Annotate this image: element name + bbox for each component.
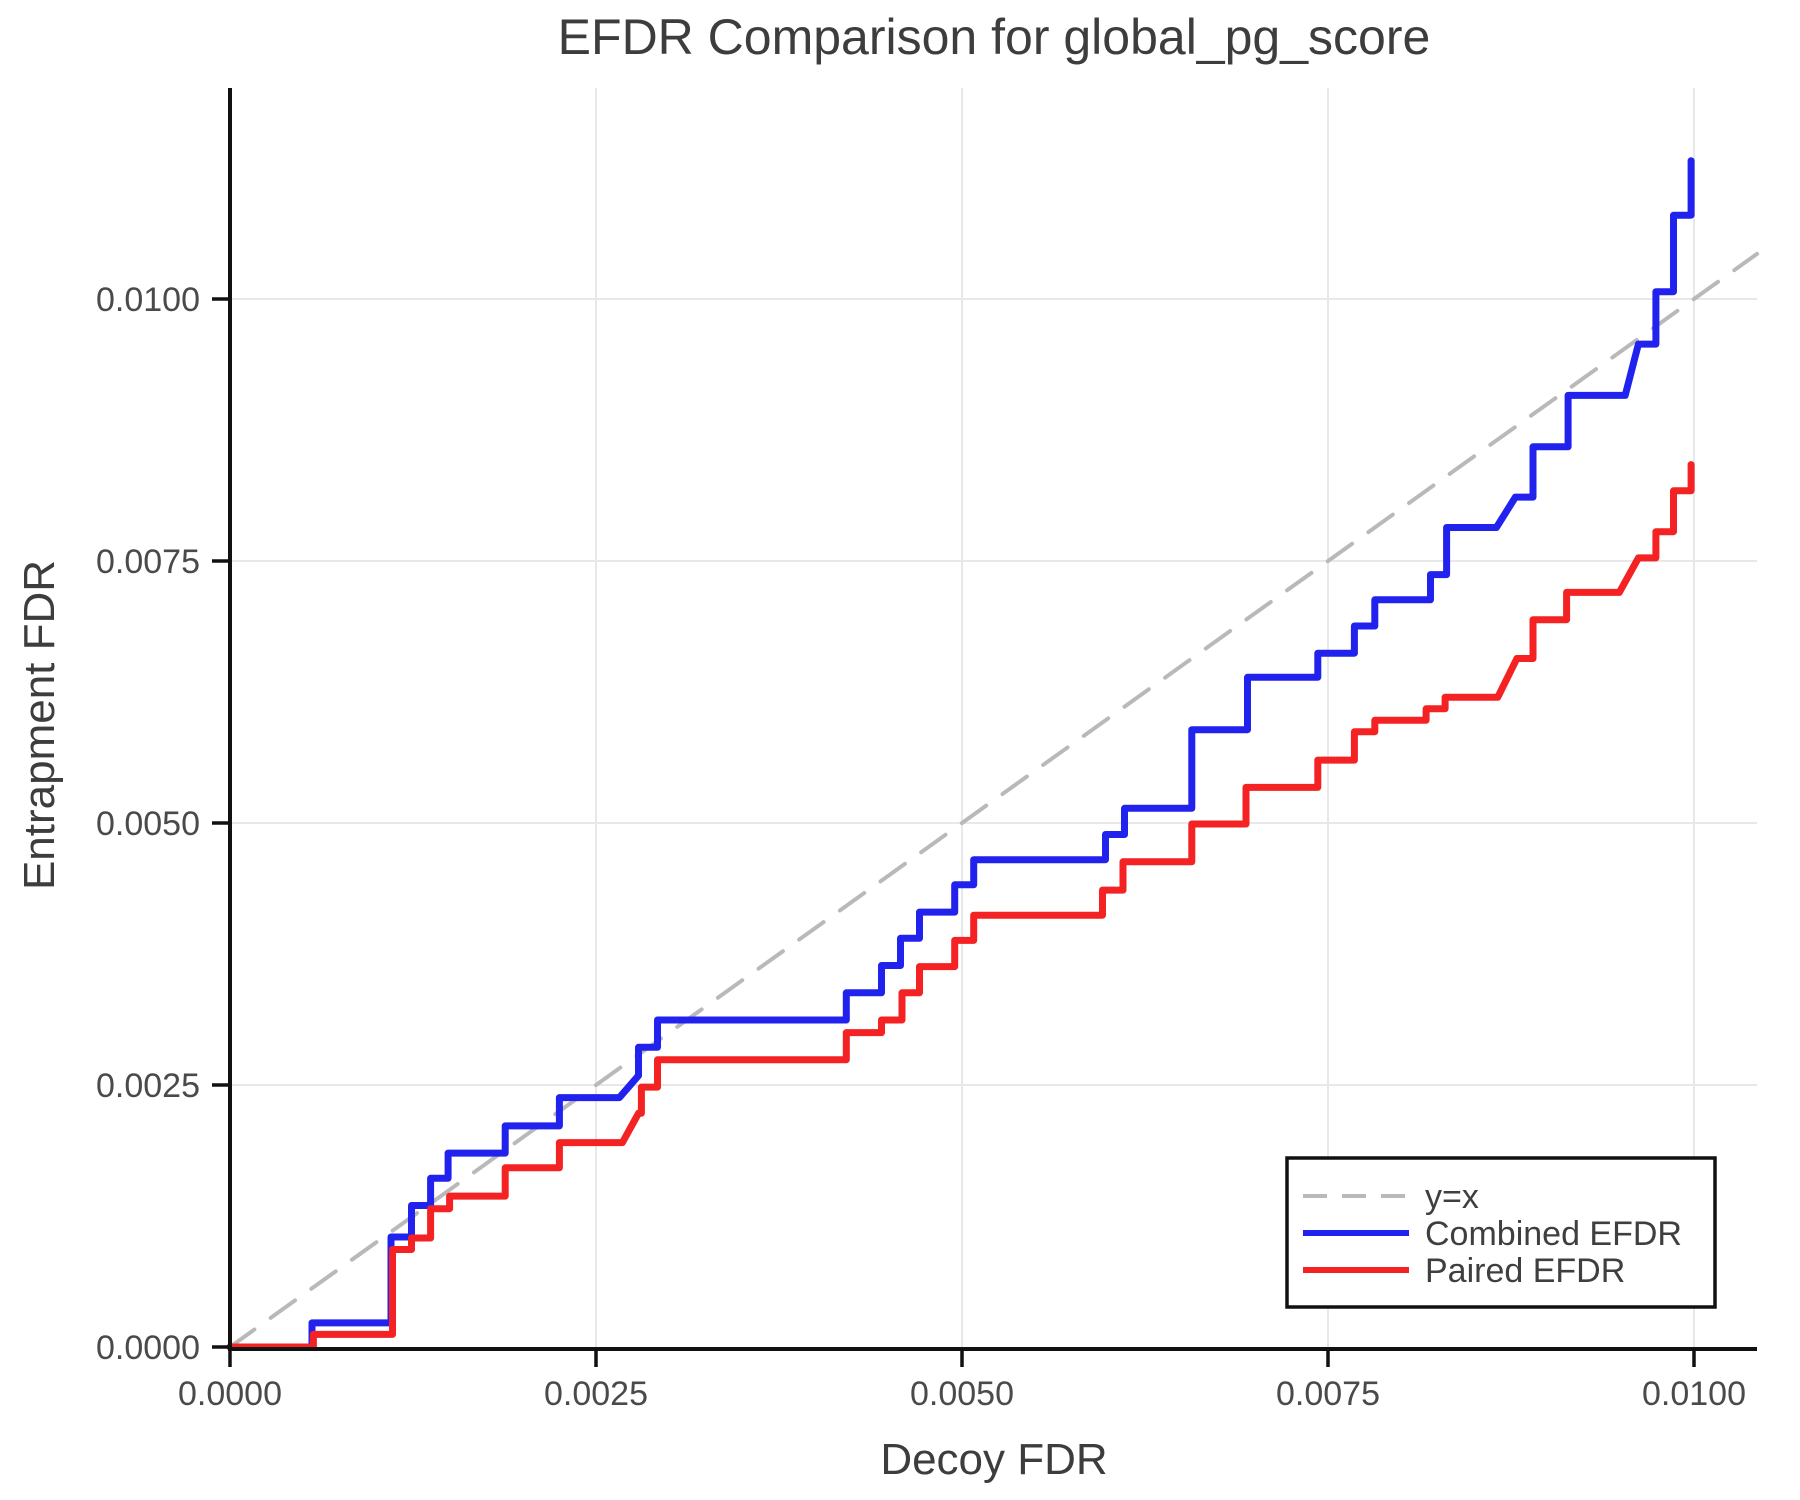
legend-label: y=x	[1425, 1178, 1479, 1216]
legend-label: Combined EFDR	[1425, 1215, 1682, 1253]
tick-labels: 0.0000 0.0025 0.0050 0.0075 0.0100 0.0000 0.00…	[96, 281, 1746, 1413]
axes	[212, 88, 1757, 1367]
paired-efdr-line	[226, 461, 1695, 1351]
data-series	[226, 157, 1759, 1351]
x-axis-label: Decoy FDR	[880, 1435, 1107, 1484]
x-tick-label: 0.0050	[910, 1375, 1014, 1413]
x-tick-label: 0.0025	[544, 1375, 648, 1413]
combined-efdr-line	[226, 157, 1695, 1351]
y-tick-label: 0.0100	[96, 281, 200, 319]
y-x-line	[228, 251, 1759, 1349]
y-tick-label: 0.0025	[96, 1067, 200, 1105]
x-tick-label: 0.0100	[1642, 1375, 1746, 1413]
y-tick-label: 0.0075	[96, 543, 200, 581]
y-tick-label: 0.0000	[96, 1329, 200, 1367]
x-tick-label: 0.0075	[1276, 1375, 1380, 1413]
chart-title: EFDR Comparison for global_pg_score	[558, 9, 1431, 65]
legend-label: Paired EFDR	[1425, 1252, 1625, 1290]
y-tick-label: 0.0050	[96, 805, 200, 843]
x-tick-label: 0.0000	[178, 1375, 282, 1413]
y-axis-label: Entrapment FDR	[15, 560, 64, 890]
